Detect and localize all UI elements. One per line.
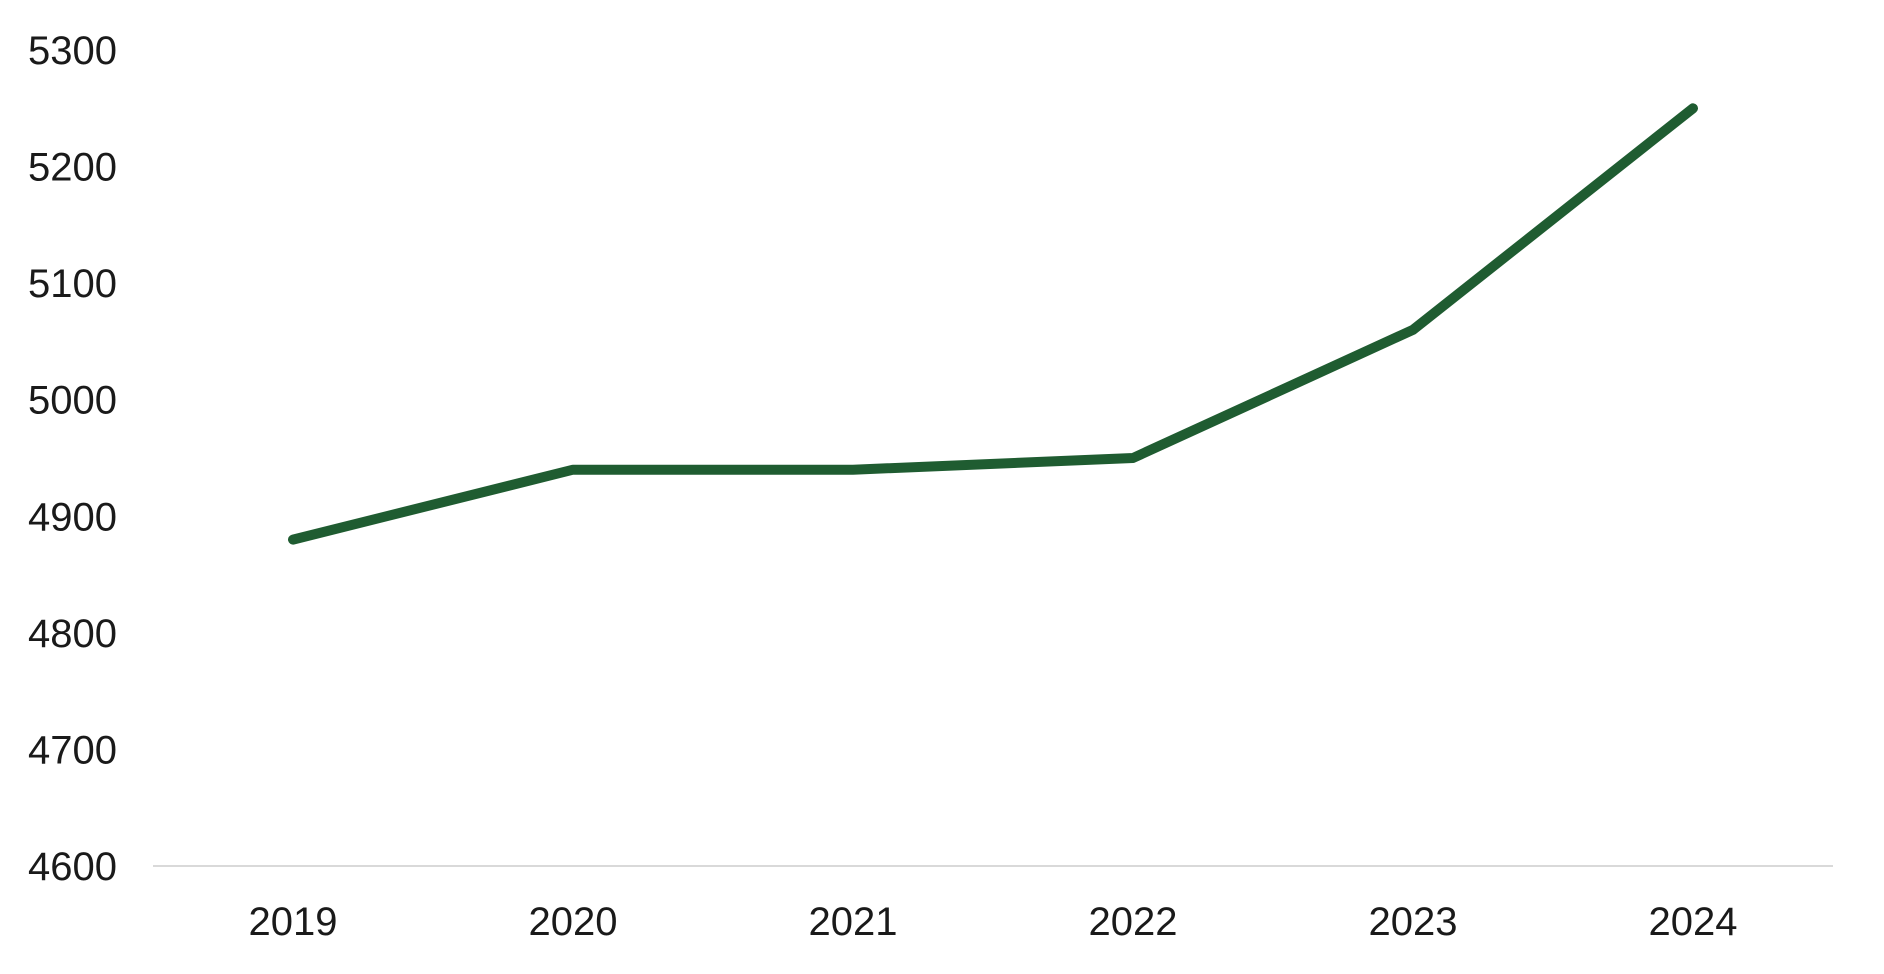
y-axis-tick-label: 5300 — [28, 29, 117, 73]
x-axis-tick-label: 2019 — [249, 900, 338, 944]
y-axis-tick-label: 5200 — [28, 146, 117, 190]
x-axis-tick-label: 2022 — [1089, 900, 1178, 944]
y-axis-tick-label: 4700 — [28, 728, 117, 772]
data-line-series — [288, 103, 1698, 545]
y-axis-tick-label: 5100 — [28, 262, 117, 306]
y-axis-tick-label: 4900 — [28, 495, 117, 539]
x-axis-tick-label: 2020 — [529, 900, 618, 944]
x-axis-tick-label: 2021 — [809, 900, 898, 944]
y-axis-tick-label: 4800 — [28, 612, 117, 656]
x-axis-tick-label: 2023 — [1369, 900, 1458, 944]
y-axis-tick-label: 5000 — [28, 379, 117, 423]
y-axis-tick-label: 4600 — [28, 845, 117, 889]
x-axis-tick-label: 2024 — [1649, 900, 1738, 944]
